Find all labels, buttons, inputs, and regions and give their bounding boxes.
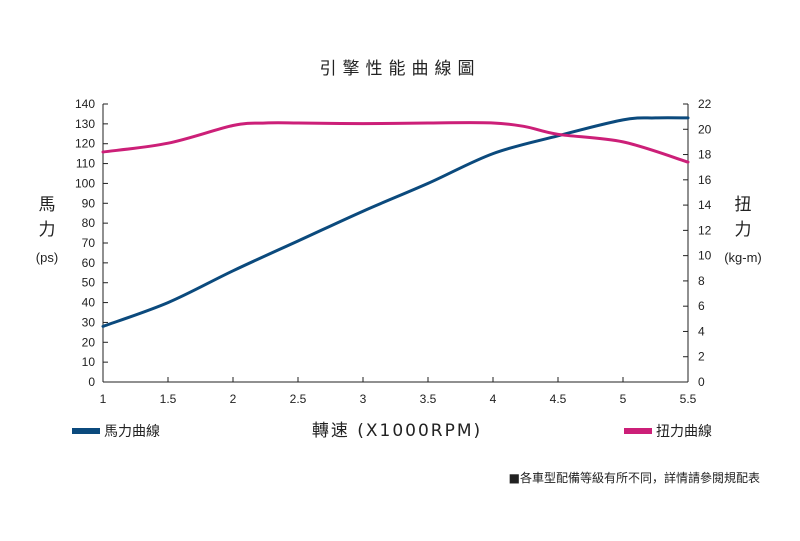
x-tick-label: 4.5: [550, 392, 567, 406]
legend-torque-swatch: [624, 428, 652, 434]
left-tick-label: 140: [75, 97, 95, 111]
legend-hp-label: 馬力曲線: [104, 424, 160, 440]
left-axis-label: 馬 力 (ps): [36, 195, 58, 265]
right-tick-label: 8: [698, 274, 705, 288]
x-tick-label: 2: [230, 392, 237, 406]
horsepower-line: [101, 116, 690, 328]
right-axis-unit: (kg-m): [724, 250, 762, 265]
right-tick-label: 2: [698, 350, 705, 364]
left-tick-label: 30: [82, 315, 96, 329]
x-tick-label: 4: [490, 392, 497, 406]
legend-torque-label: 扭力曲線: [656, 424, 712, 440]
x-axis-label: 轉速 (X1000RPM): [312, 421, 482, 441]
left-tick-label: 90: [82, 196, 96, 210]
right-tick-label: 16: [698, 173, 712, 187]
left-tick-label: 70: [82, 236, 96, 250]
right-tick-label: 0: [698, 375, 705, 389]
left-tick-label: 50: [82, 276, 96, 290]
left-axis-label-line2: 力: [39, 220, 56, 240]
x-tick-label: 1.5: [160, 392, 177, 406]
x-tick-label: 5: [620, 392, 627, 406]
left-tick-label: 100: [75, 176, 95, 190]
right-tick-label: 6: [698, 299, 705, 313]
left-tick-label: 120: [75, 137, 95, 151]
torque-line: [101, 121, 690, 164]
left-tick-label: 10: [82, 355, 96, 369]
legend-torque: 扭力曲線: [624, 424, 712, 440]
chart-title: 引擎性能曲線圖: [320, 59, 481, 79]
right-tick-label: 22: [698, 97, 712, 111]
right-tick-label: 4: [698, 324, 705, 338]
x-tick-label: 3: [360, 392, 367, 406]
x-tick-label: 2.5: [290, 392, 307, 406]
legend-hp: 馬力曲線: [72, 424, 160, 440]
left-tick-label: 130: [75, 117, 95, 131]
right-tick-label: 10: [698, 249, 712, 263]
right-axis-label-line1: 扭: [735, 195, 752, 215]
chart-series: [101, 116, 690, 328]
x-tick-label: 1: [100, 392, 107, 406]
left-tick-label: 20: [82, 335, 96, 349]
legend-hp-swatch: [72, 428, 100, 434]
left-axis-label-line1: 馬: [39, 195, 56, 215]
left-tick-label: 110: [76, 157, 95, 171]
right-tick-label: 14: [698, 198, 712, 212]
x-tick-label: 3.5: [420, 392, 437, 406]
right-axis-label-line2: 力: [735, 220, 752, 240]
footnote: ■各車型配備等級有所不同，詳情請參閱規配表: [509, 470, 760, 485]
right-axis-label: 扭 力 (kg-m): [724, 195, 762, 265]
right-tick-label: 12: [698, 223, 712, 237]
chart-axes: 0102030405060708090100110120130140024681…: [75, 97, 712, 406]
left-axis-unit: (ps): [36, 250, 58, 265]
right-tick-label: 18: [698, 148, 712, 162]
left-tick-label: 80: [82, 216, 96, 230]
left-tick-label: 40: [82, 296, 96, 310]
right-tick-label: 20: [698, 122, 712, 136]
left-tick-label: 60: [82, 256, 96, 270]
x-tick-label: 5.5: [680, 392, 697, 406]
left-tick-label: 0: [88, 375, 95, 389]
